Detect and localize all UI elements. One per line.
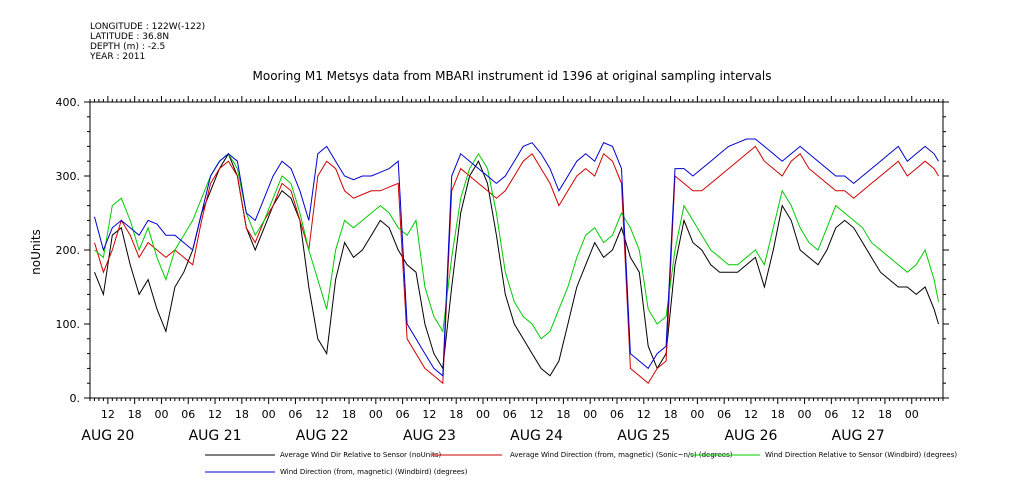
- x-tick-label: 00: [154, 408, 168, 421]
- legend-label-3: Wind Direction (from, magnetic) (Windbir…: [280, 468, 468, 476]
- series-line-2: [94, 152, 939, 340]
- x-tick-label: 06: [717, 408, 731, 421]
- x-tick-label: 06: [181, 408, 195, 421]
- x-tick-label: 00: [583, 408, 597, 421]
- legend-label-2: Wind Direction Relative to Sensor (Windb…: [765, 451, 957, 459]
- x-tick-label: 18: [128, 408, 142, 421]
- x-day-label: AUG 22: [296, 428, 349, 444]
- x-day-label: AUG 23: [403, 428, 456, 444]
- x-day-label: AUG 26: [724, 428, 777, 444]
- x-tick-label: 00: [798, 408, 812, 421]
- x-tick-label: 06: [610, 408, 624, 421]
- x-tick-label: 00: [262, 408, 276, 421]
- x-tick-label: 06: [824, 408, 838, 421]
- y-tick-label: 300.: [56, 170, 81, 183]
- x-axis: 12 18 00 06 12 18 00 06 12 18 00 06 12 18 00 06 12 18 00 06…: [81, 96, 944, 444]
- plot-frame: [89, 101, 944, 399]
- x-tick-label: 06: [503, 408, 517, 421]
- chart-title: Mooring M1 Metsys data from MBARI instru…: [253, 69, 772, 83]
- x-day-label: AUG 27: [832, 428, 885, 444]
- x-day-label: AUG 21: [189, 428, 242, 444]
- y-axis-label: noUnits: [29, 229, 43, 275]
- x-day-label: AUG 24: [510, 428, 563, 444]
- x-tick-label: 00: [905, 408, 919, 421]
- x-tick-label: 18: [771, 408, 785, 421]
- depth-label: DEPTH (m) : -2.5: [90, 42, 166, 52]
- x-tick-label: 18: [664, 408, 678, 421]
- y-tick-label: 200.: [56, 244, 81, 257]
- x-tick-label: 06: [396, 408, 410, 421]
- y-tick-label: 0.: [70, 392, 81, 405]
- legend-label-1: Average Wind Direction (from, magnetic) …: [510, 451, 733, 459]
- series-line-3: [94, 138, 939, 377]
- latitude-label: LATITUDE : 36.8N: [90, 32, 170, 42]
- x-tick-label: 00: [476, 408, 490, 421]
- x-tick-label: 12: [101, 408, 115, 421]
- y-tick-label: 400.: [56, 96, 81, 109]
- y-tick-label: 100.: [56, 318, 81, 331]
- x-tick-label: 18: [342, 408, 356, 421]
- x-tick-label: 18: [556, 408, 570, 421]
- x-tick-label: 12: [637, 408, 651, 421]
- longitude-label: LONGITUDE : 122W(-122): [90, 22, 206, 32]
- series-line-1: [94, 145, 939, 385]
- x-tick-label: 06: [288, 408, 302, 421]
- x-day-label: AUG 20: [81, 428, 134, 444]
- x-tick-label: 12: [744, 408, 758, 421]
- x-tick-label: 00: [690, 408, 704, 421]
- x-tick-label: 18: [878, 408, 892, 421]
- legend-label-0: Average Wind Dir Relative to Sensor (noU…: [280, 451, 441, 459]
- x-tick-label: 12: [208, 408, 222, 421]
- series-line-0: [94, 152, 939, 377]
- legend: Average Wind Dir Relative to Sensor (noU…: [205, 451, 957, 476]
- x-tick-label: 12: [530, 408, 544, 421]
- x-tick-label: 00: [369, 408, 383, 421]
- year-label: YEAR : 2011: [90, 52, 146, 62]
- x-tick-label: 18: [235, 408, 249, 421]
- x-tick-label: 12: [315, 408, 329, 421]
- x-tick-label: 12: [422, 408, 436, 421]
- x-tick-label: 18: [449, 408, 463, 421]
- y-axis: 0. 100. 200. 300. 400.: [56, 96, 949, 405]
- x-tick-label: 12: [851, 408, 865, 421]
- x-day-label: AUG 25: [617, 428, 670, 444]
